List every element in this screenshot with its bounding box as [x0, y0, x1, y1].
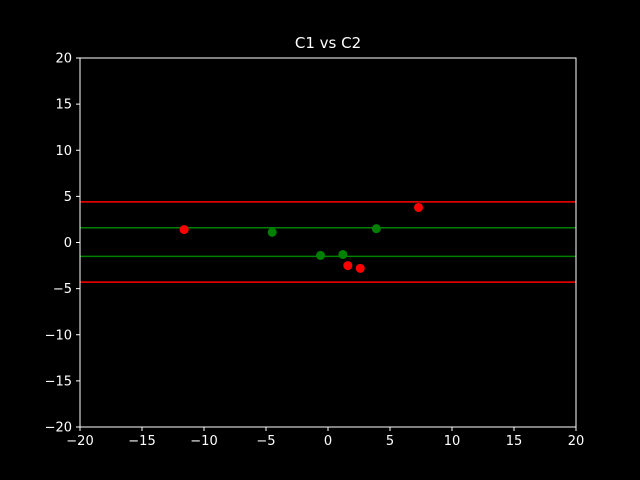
point-s0-1: [316, 250, 326, 260]
point-s1-2: [355, 263, 365, 273]
x-tick-label: −10: [190, 434, 217, 449]
point-s0-2: [338, 249, 348, 259]
chart-title: C1 vs C2: [295, 34, 361, 52]
x-tick-label: −5: [256, 434, 275, 449]
x-tick-label: 5: [386, 434, 394, 449]
data-points: [179, 202, 424, 273]
point-s1-0: [179, 225, 189, 235]
y-tick-label: 10: [55, 144, 72, 159]
x-tick-label: −15: [128, 434, 155, 449]
point-s0-3: [371, 224, 381, 234]
y-tick-label: −10: [45, 328, 72, 343]
reference-lines: [80, 201, 576, 283]
y-tick-label: 15: [55, 98, 72, 113]
x-tick-label: 10: [444, 434, 461, 449]
y-tick-label: 0: [64, 236, 72, 251]
point-s1-1: [343, 261, 353, 271]
x-tick-label: 15: [506, 434, 523, 449]
x-tick-label: 0: [324, 434, 332, 449]
point-s1-3: [414, 202, 424, 212]
x-tick-label: −20: [66, 434, 93, 449]
y-tick-label: −20: [45, 421, 72, 436]
axis-ticks: −20 −15 −10 −5 0 5 10 15 20 −20 −15 −10 −5 0 5 10 15 20: [45, 52, 585, 450]
y-tick-label: −5: [53, 282, 72, 297]
y-tick-label: −15: [45, 374, 72, 389]
y-tick-label: 20: [55, 52, 72, 67]
point-s0-0: [267, 227, 277, 237]
x-tick-label: 20: [568, 434, 585, 449]
y-tick-label: 5: [64, 190, 72, 205]
